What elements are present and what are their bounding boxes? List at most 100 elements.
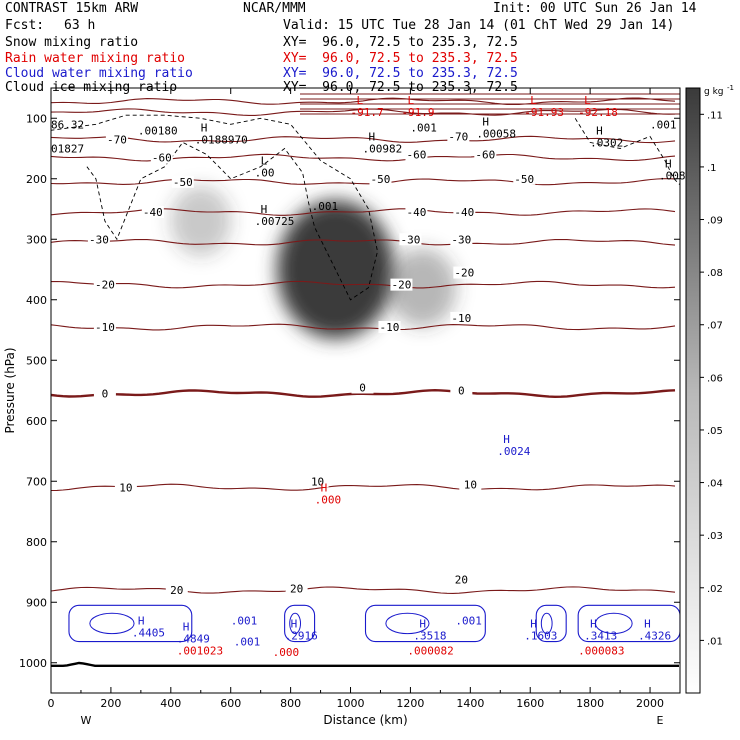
y-tick-label-2: 300 xyxy=(26,233,47,246)
temp-label-bg-10 xyxy=(447,130,470,143)
extremum-mark-24: H xyxy=(291,617,298,630)
extremum-value-2: -91.93 xyxy=(524,106,564,119)
temp-label-bg-23 xyxy=(351,381,374,394)
temp-label-bg-0 xyxy=(105,133,128,146)
field-rain-xy: XY= 96.0, 72.5 to 235.3, 72.5 xyxy=(283,51,518,66)
extremum-value-26: .3518 xyxy=(413,629,446,642)
temp-label-12: -60 xyxy=(475,149,495,162)
temp-label-bg-12 xyxy=(474,148,497,161)
x-tick-label-4: 800 xyxy=(280,697,301,710)
temp-contour--30 xyxy=(51,238,676,246)
extremum-mark-16: H xyxy=(261,203,268,216)
colorbar-label-3: .04 xyxy=(707,479,723,490)
model-title: CONTRAST 15km ARW xyxy=(5,1,139,16)
temp-label-11: -60 xyxy=(406,149,426,162)
temperature-contours xyxy=(51,93,680,667)
temp-contour--10 xyxy=(51,323,676,331)
extremum-mark-14: H xyxy=(665,158,672,171)
extremum-mark-12: H xyxy=(596,124,603,137)
cloud-water-contour-4 xyxy=(577,604,680,643)
east-label: E xyxy=(657,714,664,727)
temp-contour--20 xyxy=(51,280,676,289)
x-tick-label-7: 1400 xyxy=(456,697,484,710)
temp-label-bg-21 xyxy=(450,311,473,324)
temp-contour--70 xyxy=(51,135,676,144)
extremum-value-4: 86.32 xyxy=(51,118,84,131)
x-axis-label: Distance (km) xyxy=(323,713,407,727)
extremum-value-0: -91.7 xyxy=(351,106,384,119)
extremum-mark-26: H xyxy=(419,617,426,630)
extremum-value-15: .001 xyxy=(312,200,339,213)
extremum-value-25: .000 xyxy=(273,646,300,659)
temp-label-3: -40 xyxy=(143,206,163,219)
extremum-mark-19: H xyxy=(138,614,145,627)
extremum-mark-8: L xyxy=(261,155,268,168)
y-tick-label-3: 400 xyxy=(26,294,47,307)
extremum-value-31: .000083 xyxy=(578,645,624,658)
temp-contour-20 xyxy=(51,586,676,594)
valid-time: Valid: 15 UTC Tue 28 Jan 14 (01 ChT Wed … xyxy=(283,18,675,33)
extremum-mark-11: H xyxy=(369,130,376,143)
axes: 0 200 400 600 800 1000 1200 1400 1600 1800 2000100… xyxy=(3,87,681,727)
temp-label-bg-4 xyxy=(87,233,110,246)
init-time: Init: 00 UTC Sun 26 Jan 14 xyxy=(493,1,697,16)
extremum-mark-17: H xyxy=(503,433,510,446)
colorbar-label-9: .1 xyxy=(707,163,717,174)
surface-line xyxy=(51,661,679,667)
temp-label-0: -70 xyxy=(107,133,127,146)
extremum-value-8: .00 xyxy=(255,167,275,180)
extremum-mark-3: L xyxy=(584,94,591,107)
temp-label-27: 20 xyxy=(290,582,303,595)
x-tick-label-5: 1000 xyxy=(337,697,365,710)
cloud-water-contour-3 xyxy=(535,604,567,643)
cloud-water-contour-1 xyxy=(284,604,316,643)
extremum-mark-6: H xyxy=(201,121,208,134)
temp-label-bg-20 xyxy=(390,278,413,291)
temp-label-26: 10 xyxy=(311,475,324,488)
temp-label-bg-24 xyxy=(450,384,473,397)
temp-label-24: 0 xyxy=(458,385,465,398)
temp-label-bg-5 xyxy=(93,278,116,291)
temp-label-bg-28 xyxy=(450,573,473,586)
extremum-mark-0: L xyxy=(357,94,364,107)
x-tick-label-10: 2000 xyxy=(636,697,664,710)
field-snow-xy: XY= 96.0, 72.5 to 235.3, 72.5 xyxy=(283,35,518,50)
temp-label-bg-9 xyxy=(165,584,188,597)
colorbar-label-4: .05 xyxy=(707,426,723,437)
temp-label-bg-17 xyxy=(450,233,473,246)
cloud-water-inner-1 xyxy=(289,612,302,635)
temp-label-22: -10 xyxy=(380,321,400,334)
temp-label-bg-2 xyxy=(171,175,194,188)
temp-label-4: -30 xyxy=(89,233,109,246)
temp-contour-0 xyxy=(51,388,676,399)
extremum-mark-10: H xyxy=(482,115,489,128)
x-tick-label-2: 400 xyxy=(160,697,181,710)
extremum-value-3: -92.18 xyxy=(578,106,618,119)
x-tick-label-6: 1200 xyxy=(396,697,424,710)
extremum-value-13: .001 xyxy=(650,118,677,131)
temp-label-bg-27 xyxy=(285,582,308,595)
extremum-value-30: .3413 xyxy=(584,629,617,642)
cloud-water-inner-4 xyxy=(594,612,633,635)
colorbar: .01 .02 .03 .04 .05 .06 .07 .08 .09 .1 .11 g kg -1 xyxy=(685,84,734,694)
temp-label-bg-16 xyxy=(405,206,428,219)
temp-label-23: 0 xyxy=(359,381,366,394)
extremum-value-24: .2916 xyxy=(285,629,318,642)
extremum-value-12: .0302 xyxy=(590,136,623,149)
snow-blob-1 xyxy=(170,186,232,256)
extremum-value-21: .001023 xyxy=(177,645,223,658)
temp-contour--90 xyxy=(51,97,676,106)
temp-label-28: 20 xyxy=(455,573,468,586)
cloud-contours xyxy=(51,114,680,643)
temp-label-bg-19 xyxy=(453,266,476,279)
temp-contour--50 xyxy=(51,178,676,186)
extremum-value-32: .4326 xyxy=(638,629,671,642)
colorbar-label-1: .02 xyxy=(707,584,723,595)
extremum-mark-2: L xyxy=(530,94,537,107)
temp-label-bg-7 xyxy=(93,387,116,400)
extremum-value-22: .001 xyxy=(231,614,258,627)
temp-label-7: 0 xyxy=(102,388,109,401)
cloud-ice-contour xyxy=(51,114,378,301)
